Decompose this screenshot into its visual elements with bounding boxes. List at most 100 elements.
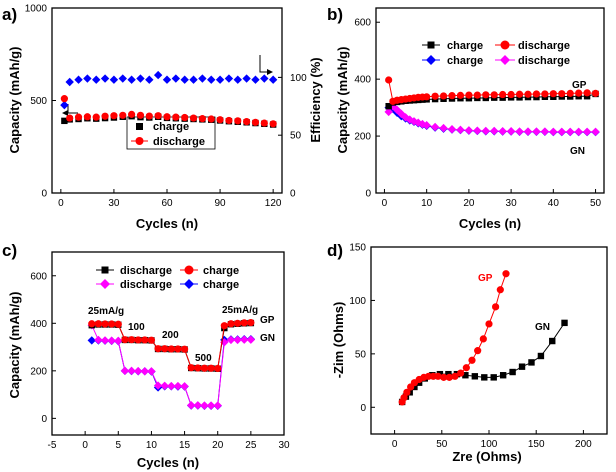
a-efficiency-point [207, 75, 216, 84]
a-discharge-point [154, 112, 162, 120]
c-charge-gp-point [134, 336, 142, 344]
b-discharge-gp-point [566, 89, 574, 97]
c-discharge-gn-point [193, 401, 203, 410]
c-discharge-gn-point [100, 336, 110, 345]
b-discharge-gn-point [430, 122, 440, 132]
d-gp-point [462, 364, 470, 372]
d-gp-point [440, 373, 448, 381]
panel-a-label: a) [2, 5, 17, 24]
b-ytick-label: 0 [365, 189, 371, 200]
legend-b-discharge-gn-marker [500, 55, 510, 65]
a-discharge-point [110, 112, 118, 120]
c-discharge-gn-point [120, 366, 130, 376]
legend-c-discharge-gp-marker [101, 266, 109, 274]
a-discharge-point [136, 111, 145, 119]
b-discharge-gn-point [401, 113, 410, 122]
c-discharge-gn-point [240, 335, 249, 344]
c-discharge-gn-point [213, 401, 222, 410]
c-charge-gp-point [154, 345, 162, 353]
d-gn-point [537, 352, 545, 360]
panel-a-ylabel: Capacity (mAh/g) [7, 47, 22, 154]
d-gp-point [445, 373, 453, 381]
annotation-d-gp: GP [478, 273, 493, 284]
b-discharge-gn-line [388, 105, 596, 133]
c-charge-gp-point [127, 336, 136, 344]
panel-d-xlabel: Zre (Ohms) [452, 449, 521, 464]
annotation-b-gp: GP [572, 80, 587, 91]
d-gn-point [509, 368, 516, 376]
panel-b-xlabel: Cycles (n) [459, 216, 521, 231]
d-gp-point [457, 369, 465, 377]
b-xtick-label: 10 [421, 198, 433, 209]
d-ytick-label: 50 [355, 349, 367, 360]
a-efficiency-point [83, 74, 92, 83]
c-discharge-gn-point [160, 381, 169, 391]
c-charge-gp-point [147, 336, 156, 344]
legend-c-charge-gp-marker [184, 265, 194, 275]
b-discharge-gn-point [422, 121, 431, 130]
c-ytick-label: 400 [30, 319, 47, 330]
c-discharge-gn-point [140, 367, 149, 376]
a-efficiency-point [153, 70, 163, 80]
panel-a: a) Cycles (n) Capacity (mAh/g) Efficienc… [2, 4, 323, 232]
panel-a-xlabel: Cycles (n) [136, 216, 198, 231]
b-discharge-gn-point [456, 125, 465, 135]
b-discharge-gn-point [464, 126, 474, 135]
b-discharge-gn-point [557, 127, 566, 137]
a-ytick-label: 1000 [25, 4, 48, 15]
b-discharge-gp-point [507, 90, 515, 99]
c-charge-gp-point [108, 320, 116, 328]
legend-c-charge-gn-marker [184, 279, 194, 289]
annotation-c-gn: GN [260, 333, 275, 344]
c-charge-gp-point [161, 345, 169, 353]
a-discharge-point [92, 113, 100, 121]
legend-b-discharge-gn: discharge [518, 55, 570, 67]
legend-b-charge-gn-marker [426, 55, 436, 65]
a-xtick-label: 0 [58, 198, 64, 209]
b-charge-gp-point [385, 102, 392, 110]
d-gn-point [499, 372, 507, 379]
a-efficiency-point [118, 74, 127, 83]
a-discharge-point [260, 119, 268, 127]
b-discharge-gp-point [515, 90, 524, 98]
c-charge-gp-point [121, 336, 129, 344]
panel-b-ylabel: Capacity (mAh/g) [335, 47, 350, 154]
a-efficiency-point [136, 74, 145, 83]
d-xtick-label: 150 [528, 439, 545, 450]
d-gn-point [561, 319, 568, 327]
b-ytick-label: 600 [354, 18, 371, 29]
legend-c-discharge-gn: discharge [120, 279, 172, 291]
right-axis-arrow [259, 55, 268, 73]
a-efficiency-point [162, 75, 172, 84]
d-xtick-label: 100 [481, 439, 498, 450]
d-gp-point [434, 372, 442, 380]
annotation-c-200: 200 [162, 330, 179, 341]
d-gn-point [471, 373, 479, 380]
a-discharge-point [83, 113, 91, 121]
c-charge-gp-point [194, 364, 202, 372]
b-discharge-gp-point [499, 90, 507, 99]
a-efficiency-point [242, 74, 251, 83]
d-gn-point [549, 337, 556, 345]
c-charge-gp-point [247, 318, 255, 327]
annotation-c-100: 100 [128, 322, 145, 333]
legend-c-charge-gp: charge [203, 265, 239, 277]
b-discharge-gp-point [591, 89, 600, 97]
legend-a-charge: charge [153, 121, 189, 133]
annotation-d-gn: GN [535, 322, 550, 333]
d-gp-point [468, 356, 476, 364]
b-discharge-gn-point [439, 123, 448, 133]
a-discharge-point [163, 113, 171, 121]
b-discharge-gp-point [549, 90, 557, 98]
c-charge-gp-point [234, 319, 242, 327]
c-discharge-gn-point [147, 367, 156, 376]
c-ytick-label: 200 [30, 366, 47, 377]
panel-c-label: c) [2, 241, 17, 260]
a-efficiency-point [145, 75, 154, 84]
b-discharge-gn-point [515, 127, 524, 136]
legend-a-charge-marker [136, 123, 143, 130]
a-discharge-point [128, 110, 136, 118]
left-axis-arrow [67, 104, 78, 114]
c-discharge-gn-point [173, 381, 183, 391]
